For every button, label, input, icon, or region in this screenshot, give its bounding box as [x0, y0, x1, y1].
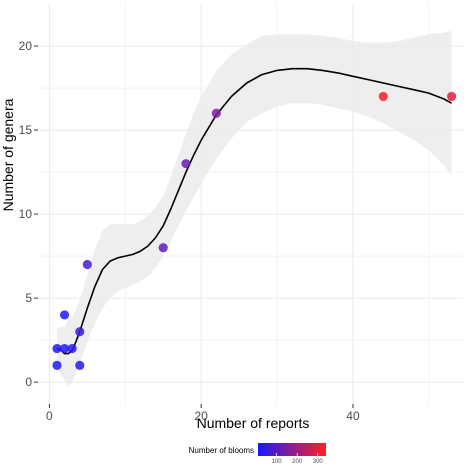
x-tick-label: 40	[346, 409, 360, 423]
data-point	[447, 91, 457, 102]
y-tick-label: 20	[19, 39, 33, 53]
data-point	[378, 91, 388, 102]
legend-tick-label: 300	[313, 459, 324, 465]
data-point	[75, 360, 85, 370]
legend-colorbar	[258, 443, 326, 456]
y-tick-label: 0	[25, 375, 32, 389]
data-point	[75, 327, 85, 337]
smooth-line-layer	[56, 67, 452, 355]
smooth-line	[56, 67, 452, 355]
data-point	[211, 108, 221, 118]
y-tick-label: 15	[19, 123, 33, 137]
y-axis-title: Number of genera	[0, 98, 16, 211]
legend-tick-label: 100	[272, 459, 283, 465]
data-point	[59, 310, 70, 320]
data-point	[67, 343, 77, 354]
x-tick-label: 0	[46, 409, 53, 423]
data-point	[59, 343, 70, 354]
data-point	[52, 343, 62, 354]
data-point	[158, 243, 168, 253]
color-legend: Number of blooms 100 200 300	[189, 443, 326, 465]
confidence-band	[57, 30, 452, 388]
points-layer	[52, 91, 457, 370]
legend-title: Number of blooms	[189, 446, 254, 455]
legend-tick-label: 200	[292, 459, 303, 465]
axes: 0 20 40 0 5 10 15 20	[19, 39, 360, 423]
data-point	[52, 360, 62, 370]
y-tick-label: 5	[25, 291, 32, 305]
data-point	[181, 159, 191, 169]
confidence-band-layer	[57, 30, 452, 388]
x-tick-label: 20	[194, 409, 208, 423]
data-point	[82, 259, 92, 270]
y-tick-label: 10	[19, 207, 33, 221]
x-axis-title: Number of reports	[197, 415, 310, 431]
